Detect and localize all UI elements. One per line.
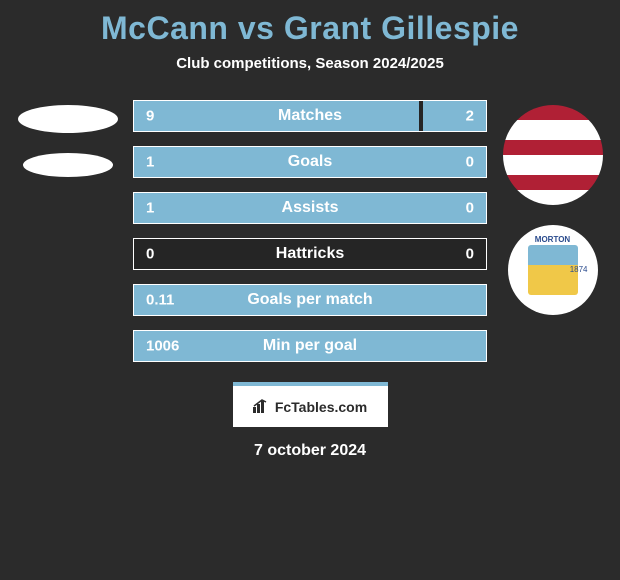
stat-label: Goals (288, 153, 332, 171)
player1-placeholder-icon (18, 105, 118, 133)
brand-text: FcTables.com (275, 399, 367, 415)
player-right-avatars: MORTON 1874 (495, 100, 610, 315)
stat-left-value: 1 (146, 200, 154, 217)
stat-left-value: 9 (146, 108, 154, 125)
brand-logo: FcTables.com (253, 399, 367, 415)
stat-left-value: 0 (146, 246, 154, 263)
stats-bars: Matches92Goals10Assists10Hattricks00Goal… (125, 100, 495, 362)
subtitle: Club competitions, Season 2024/2025 (176, 55, 444, 72)
comparison-area: Matches92Goals10Assists10Hattricks00Goal… (0, 100, 620, 362)
bar-right-fill (423, 101, 486, 131)
chart-icon (253, 399, 271, 415)
club-year: 1874 (570, 265, 588, 274)
stat-label: Matches (278, 107, 342, 125)
brand-box: FcTables.com (233, 382, 388, 427)
stat-bar: Min per goal 1006 (133, 330, 487, 362)
stat-label: Min per goal (263, 337, 357, 355)
stat-label: Hattricks (276, 245, 344, 263)
stat-bar: Assists 1 0 (133, 192, 487, 224)
stat-left-value: 0.11 (146, 292, 174, 309)
club1-placeholder-icon (23, 153, 113, 177)
page-title: McCann vs Grant Gillespie (101, 10, 519, 47)
stat-label: Goals per match (247, 291, 372, 309)
stat-right-value: 2 (466, 108, 474, 125)
stat-left-value: 1 (146, 154, 154, 171)
club2-badge-icon: MORTON 1874 (508, 225, 598, 315)
stat-left-value: 1006 (146, 338, 179, 355)
stat-bar: Goals per match 0.11 (133, 284, 487, 316)
stat-right-value: 0 (466, 200, 474, 217)
club-name: MORTON (535, 235, 570, 244)
stat-label: Assists (282, 199, 339, 217)
stat-bar: Goals 1 0 (133, 146, 487, 178)
stat-right-value: 0 (466, 246, 474, 263)
date-text: 7 october 2024 (254, 442, 366, 460)
player2-avatar-icon (503, 105, 603, 205)
stat-bar: Hattricks 0 0 (133, 238, 487, 270)
bar-left-fill (134, 101, 419, 131)
player-left-avatars (10, 100, 125, 177)
comparison-infographic: McCann vs Grant Gillespie Club competiti… (0, 0, 620, 470)
stat-bar: Matches 9 2 (133, 100, 487, 132)
stat-right-value: 0 (466, 154, 474, 171)
